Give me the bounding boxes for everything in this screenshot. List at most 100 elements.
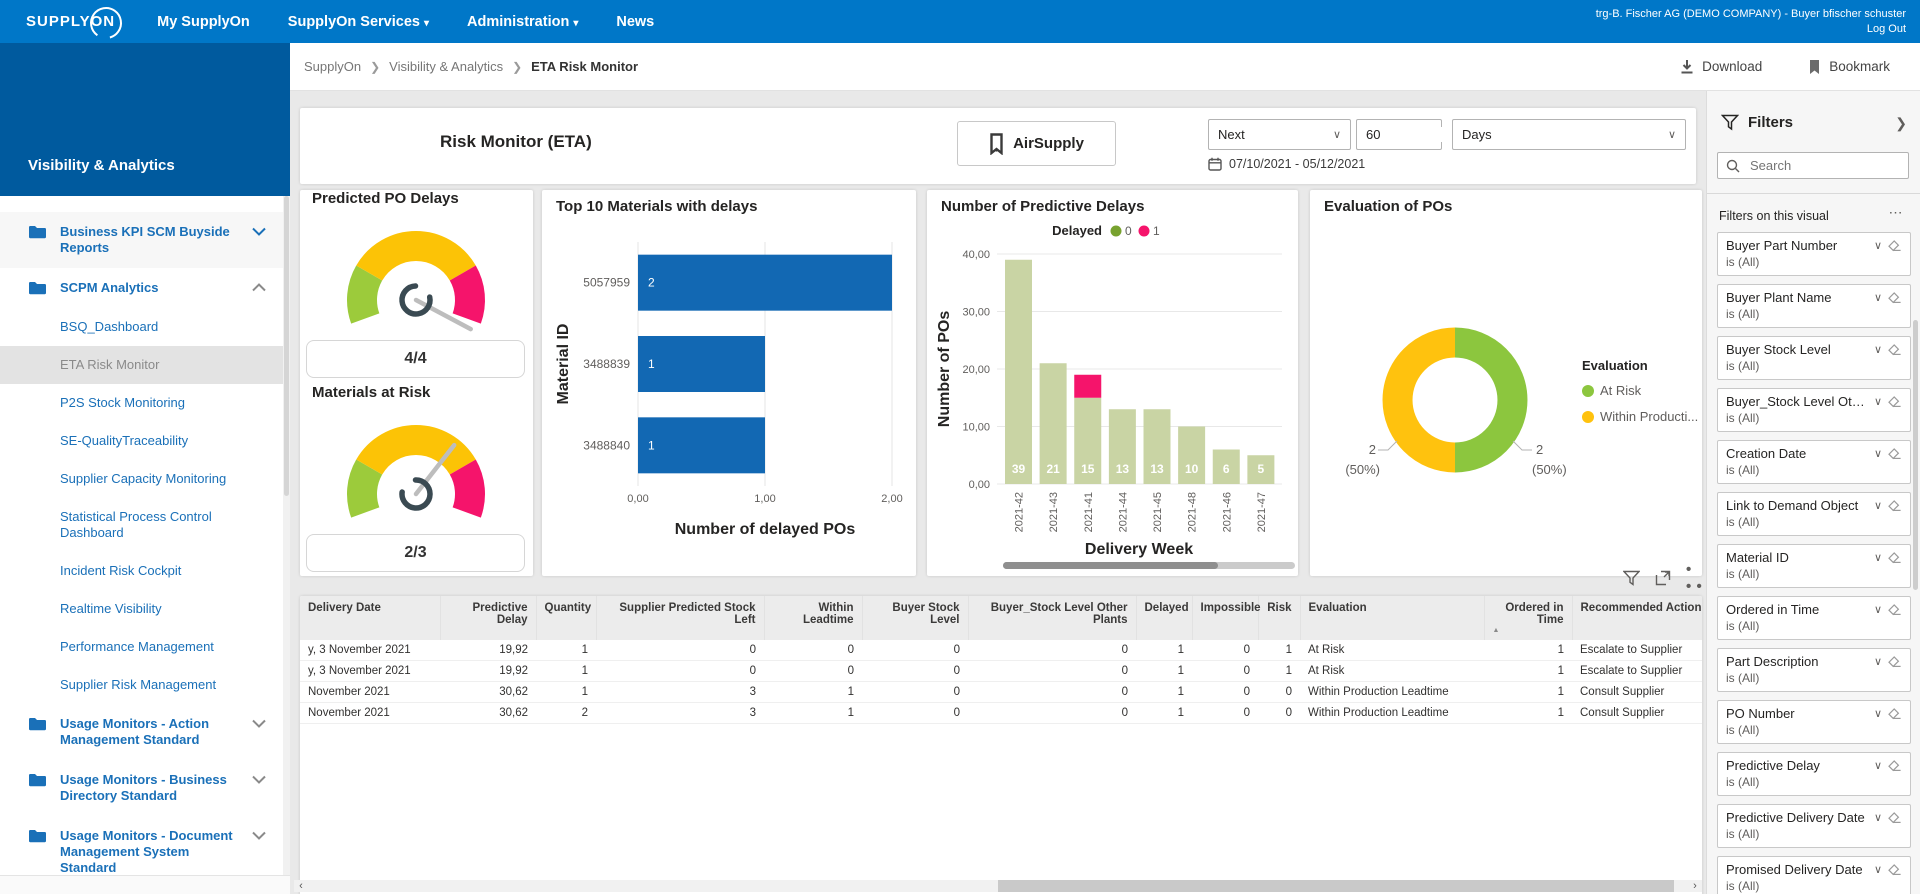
filters-more-options-icon[interactable]: ⋯ — [1889, 204, 1905, 221]
chevron-down-icon[interactable]: ∨ — [1874, 655, 1882, 668]
chevron-down-icon[interactable]: ∨ — [1874, 239, 1882, 252]
eraser-icon[interactable] — [1888, 500, 1902, 512]
sidebar-item-eta-risk-monitor[interactable]: ETA Risk Monitor — [0, 346, 283, 384]
chevron-down-icon[interactable]: ∨ — [1874, 759, 1882, 772]
chevron-down-icon[interactable]: ∨ — [1874, 863, 1882, 876]
filter-card-part-description[interactable]: Part Description∨is (All) — [1717, 648, 1911, 692]
focus-mode-icon[interactable] — [1655, 570, 1671, 586]
column-header-within-leadtime[interactable]: Within Leadtime — [764, 596, 862, 640]
filter-card-ordered-in-time[interactable]: Ordered in Time∨is (All) — [1717, 596, 1911, 640]
download-button[interactable]: Download — [1680, 59, 1762, 74]
airsupply-button[interactable]: AirSupply — [957, 121, 1116, 166]
filter-card-buyer-part-number[interactable]: Buyer Part Number∨is (All) — [1717, 232, 1911, 276]
filter-card-predictive-delivery-date[interactable]: Predictive Delivery Date∨is (All) — [1717, 804, 1911, 848]
filter-card-buyer-stock-level[interactable]: Buyer Stock Level∨is (All) — [1717, 336, 1911, 380]
filter-card-buyer-plant-name[interactable]: Buyer Plant Name∨is (All) — [1717, 284, 1911, 328]
chevron-down-icon[interactable]: ∨ — [1874, 343, 1882, 356]
column-header-evaluation[interactable]: Evaluation — [1300, 596, 1484, 640]
bookmark-button[interactable]: Bookmark — [1808, 59, 1890, 75]
eraser-icon[interactable] — [1888, 604, 1902, 616]
range-mode-select[interactable]: Next ∨ — [1208, 119, 1351, 150]
table-row[interactable]: November 202130,6223100100Within Product… — [300, 703, 1702, 724]
eraser-icon[interactable] — [1888, 344, 1902, 356]
sidebar-item-p2s-stock-monitoring[interactable]: P2S Stock Monitoring — [0, 384, 283, 422]
chevron-down-icon[interactable] — [251, 719, 267, 728]
date-range-display[interactable]: 07/10/2021 - 05/12/2021 — [1208, 157, 1365, 171]
chevron-down-icon[interactable] — [251, 775, 267, 784]
table-row[interactable]: y, 3 November 202119,9210000101At Risk1E… — [300, 661, 1702, 682]
filter-card-buyer-stock-level-othe[interactable]: Buyer_Stock Level Othe...∨is (All) — [1717, 388, 1911, 432]
column-header-buyer-stock-level-other-plants[interactable]: Buyer_Stock Level Other Plants — [968, 596, 1136, 640]
chevron-down-icon[interactable]: ∨ — [1874, 551, 1882, 564]
nav-item-administration[interactable]: Administration▾ — [467, 14, 578, 30]
breadcrumb-supplyon[interactable]: SupplyOn — [304, 59, 361, 74]
eraser-icon[interactable] — [1888, 812, 1902, 824]
scrollbar-thumb[interactable] — [998, 880, 1674, 892]
chevron-down-icon[interactable]: ∨ — [1874, 291, 1882, 304]
scroll-left-arrow[interactable]: ‹ — [294, 880, 308, 892]
eraser-icon[interactable] — [1888, 760, 1902, 772]
sidebar-item-supplier-risk-management[interactable]: Supplier Risk Management — [0, 666, 283, 704]
filter-search-input[interactable] — [1748, 157, 1900, 174]
chevron-up-icon[interactable] — [251, 283, 267, 292]
sidebar-item-business-kpi-scm-buyside-reports[interactable]: Business KPI SCM Buyside Reports — [0, 212, 283, 268]
column-header-predictive-delay[interactable]: Predictive Delay — [440, 596, 536, 640]
legend-item-at-risk[interactable]: At Risk — [1582, 383, 1698, 398]
logout-link[interactable]: Log Out — [1596, 22, 1906, 37]
nav-item-supplyon-services[interactable]: SupplyOn Services▾ — [288, 14, 429, 30]
eraser-icon[interactable] — [1888, 708, 1902, 720]
legend-item-within-producti[interactable]: Within Producti... — [1582, 409, 1698, 424]
column-header-supplier-predicted-stock-left[interactable]: Supplier Predicted Stock Left — [596, 596, 764, 640]
sidebar-item-usage-monitors-action-management-standard[interactable]: Usage Monitors - Action Management Stand… — [0, 704, 283, 760]
filter-icon[interactable] — [1623, 570, 1640, 586]
eraser-icon[interactable] — [1888, 656, 1902, 668]
filter-card-creation-date[interactable]: Creation Date∨is (All) — [1717, 440, 1911, 484]
breadcrumb-visibility-analytics[interactable]: Visibility & Analytics — [389, 59, 503, 74]
filter-card-promised-delivery-date[interactable]: Promised Delivery Date∨is (All) — [1717, 856, 1911, 894]
table-row[interactable]: November 202130,6213100100Within Product… — [300, 682, 1702, 703]
eraser-icon[interactable] — [1888, 396, 1902, 408]
sidebar-item-incident-risk-cockpit[interactable]: Incident Risk Cockpit — [0, 552, 283, 590]
filter-card-po-number[interactable]: PO Number∨is (All) — [1717, 700, 1911, 744]
chevron-down-icon[interactable]: ∨ — [1874, 811, 1882, 824]
sidebar-item-bsq-dashboard[interactable]: BSQ_Dashboard — [0, 308, 283, 346]
column-header-quantity[interactable]: Quantity — [536, 596, 596, 640]
sidebar-item-usage-monitors-business-directory-standard[interactable]: Usage Monitors - Business Directory Stan… — [0, 760, 283, 816]
column-header-buyer-stock-level[interactable]: Buyer Stock Level — [862, 596, 968, 640]
eraser-icon[interactable] — [1888, 552, 1902, 564]
chevron-down-icon[interactable] — [251, 831, 267, 840]
range-value-input[interactable] — [1357, 127, 1445, 142]
chevron-down-icon[interactable]: ∨ — [1874, 499, 1882, 512]
scrollbar-track[interactable] — [308, 880, 1688, 892]
chevron-down-icon[interactable]: ∨ — [1874, 447, 1882, 460]
sidebar-horizontal-scrollbar[interactable] — [0, 875, 290, 894]
scroll-right-arrow[interactable]: › — [1688, 880, 1702, 892]
column-header-delivery-date[interactable]: Delivery Date — [300, 596, 440, 640]
eraser-icon[interactable] — [1888, 292, 1902, 304]
sidebar-item-statistical-process-control-dashboard[interactable]: Statistical Process Control Dashboard — [0, 498, 283, 552]
filters-scrollbar[interactable] — [1913, 320, 1918, 590]
column-header-delayed[interactable]: Delayed — [1136, 596, 1192, 640]
sidebar-item-realtime-visibility[interactable]: Realtime Visibility — [0, 590, 283, 628]
chart-scrollbar-thumb[interactable] — [1003, 562, 1218, 569]
column-header-risk[interactable]: Risk — [1258, 596, 1300, 640]
eraser-icon[interactable] — [1888, 864, 1902, 876]
collapse-panel-icon[interactable]: ❯ — [1895, 115, 1907, 132]
chevron-down-icon[interactable]: ∨ — [1874, 395, 1882, 408]
eraser-icon[interactable] — [1888, 448, 1902, 460]
sidebar-vertical-scrollbar[interactable] — [283, 196, 290, 876]
range-unit-select[interactable]: Days ∨ — [1452, 119, 1686, 150]
eraser-icon[interactable] — [1888, 240, 1902, 252]
chevron-down-icon[interactable]: ∨ — [1874, 707, 1882, 720]
nav-item-my-supplyon[interactable]: My SupplyOn — [157, 14, 250, 30]
filter-card-predictive-delay[interactable]: Predictive Delay∨is (All) — [1717, 752, 1911, 796]
supplyon-logo[interactable]: SUPPLYON — [26, 13, 115, 30]
table-row[interactable]: y, 3 November 202119,9210000101At Risk1E… — [300, 640, 1702, 661]
sidebar-item-performance-management[interactable]: Performance Management — [0, 628, 283, 666]
column-header-recommended-action[interactable]: Recommended Action — [1572, 596, 1702, 640]
sidebar-item-scpm-analytics[interactable]: SCPM Analytics — [0, 268, 283, 308]
sidebar-item-supplier-capacity-monitoring[interactable]: Supplier Capacity Monitoring — [0, 460, 283, 498]
column-header-impossible[interactable]: Impossible — [1192, 596, 1258, 640]
nav-item-news[interactable]: News — [616, 14, 654, 30]
more-options-icon[interactable]: • • • — [1686, 561, 1706, 595]
